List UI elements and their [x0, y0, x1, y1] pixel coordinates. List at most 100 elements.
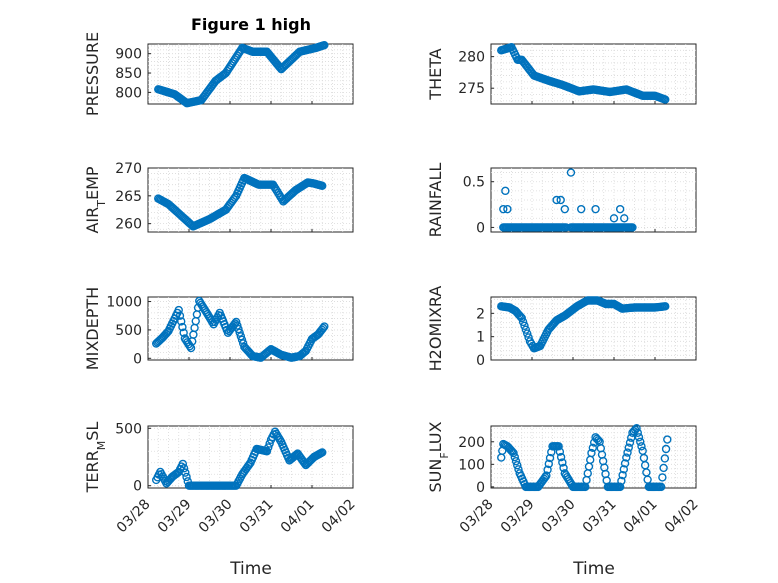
y-tick-label: 2: [476, 306, 485, 322]
data-point: [544, 459, 554, 469]
data-point: [620, 459, 630, 468]
y-tick-label: 0: [476, 480, 485, 496]
data-point: [624, 443, 633, 452]
data-point: [632, 424, 641, 433]
data-point: [620, 214, 629, 223]
data-point: [587, 448, 596, 458]
subplot-rainfall: 0 0.5 RAINFALL: [426, 163, 697, 238]
data-point: [628, 223, 637, 232]
data-point: [182, 472, 191, 482]
x-axis-label-left: Time: [229, 559, 272, 579]
data-point: [554, 442, 563, 451]
data-point: [594, 436, 603, 445]
data-point: [513, 461, 522, 470]
y-axis-label: AIRTEMP: [83, 166, 108, 233]
data-point: [233, 321, 242, 330]
data-point: [231, 317, 241, 327]
data-point: [661, 302, 670, 311]
data-point: [661, 95, 670, 104]
data-point: [552, 195, 561, 205]
data-point: [320, 40, 329, 50]
data-point: [560, 204, 569, 214]
data-point: [234, 324, 243, 334]
data-point: [318, 323, 328, 333]
data-point: [558, 458, 567, 467]
y-tick-label: 265: [115, 189, 142, 205]
y-axis-label: TERRMSL: [83, 422, 108, 494]
data-point: [609, 214, 619, 223]
data-point: [656, 482, 666, 492]
data-point: [637, 442, 646, 451]
y-tick-label: 270: [115, 161, 142, 177]
x-axis-label-right: Time: [572, 559, 615, 579]
subplot-terr-msl: 0 500 03/28 03/29 03/30 03/31 04/01 04/02 TERRMS…: [83, 421, 359, 536]
y-tick-label: 900: [115, 47, 142, 63]
data-point: [503, 204, 512, 214]
data-point: [175, 311, 185, 320]
data-point: [625, 438, 635, 447]
x-tick-label: 03/31: [580, 496, 620, 536]
data-point: [543, 465, 552, 474]
data-point: [237, 335, 247, 345]
data-point: [556, 195, 565, 205]
subplot-sun-flux: 0 100 200 03/28 03/29 03/30 03/31 04/01 04/02 SUN…: [426, 421, 702, 536]
data-point: [320, 322, 329, 331]
data-point: [663, 435, 672, 444]
data-point: [178, 322, 187, 332]
data-point: [566, 168, 576, 177]
x-tick-label: 04/02: [319, 496, 359, 536]
data-point: [518, 317, 528, 327]
data-point: [661, 444, 671, 454]
x-tick-label: 03/28: [114, 496, 154, 536]
data-point: [540, 473, 550, 482]
y-tick-label: 500: [115, 323, 142, 339]
subplot-grid: 800 850 900 PRESSURE 275 280 THETA 260 265 270 AIR…: [83, 32, 702, 536]
data-point: [264, 443, 273, 452]
data-point: [591, 204, 600, 214]
data-point: [659, 463, 668, 473]
data-point: [588, 443, 598, 452]
y-tick-label: 200: [458, 435, 485, 451]
data-point: [521, 325, 531, 334]
data-point: [634, 433, 644, 442]
data-point: [636, 437, 645, 446]
data-point: [615, 204, 625, 214]
data-point: [245, 460, 254, 469]
data-point: [236, 332, 246, 341]
y-tick-label: 850: [115, 66, 142, 82]
x-tick-label: 03/31: [237, 496, 277, 536]
data-point: [615, 482, 625, 492]
data-point: [517, 313, 526, 323]
data-point: [179, 464, 189, 473]
x-tick-label: 04/01: [621, 496, 661, 536]
y-axis-label: MIXDEPTH: [83, 287, 102, 370]
data-point: [178, 459, 188, 469]
y-tick-label: 260: [115, 217, 142, 233]
y-tick-label: 100: [458, 457, 485, 473]
data-point: [509, 448, 518, 458]
y-tick-label: 0: [133, 479, 142, 495]
x-tick-label: 04/02: [662, 496, 702, 536]
data-point: [318, 181, 327, 191]
y-axis-label: RAINFALL: [426, 163, 445, 238]
data-point: [577, 204, 586, 214]
data-point: [523, 329, 532, 338]
data-point: [501, 186, 510, 196]
data-point: [618, 470, 627, 480]
y-axis-label: SUNFLUX: [426, 421, 451, 492]
data-point: [542, 471, 551, 480]
data-point: [499, 204, 508, 214]
data-point: [181, 468, 190, 477]
subplot-air-temp: 260 265 270 AIRTEMP: [83, 161, 354, 234]
data-point: [174, 305, 183, 315]
subplot-pressure: 800 850 900 PRESSURE: [83, 32, 354, 116]
y-tick-label: 1000: [106, 295, 142, 311]
data-point: [238, 339, 248, 348]
data-point: [177, 317, 186, 326]
y-tick-label: 0.5: [463, 175, 485, 191]
x-tick-label: 03/29: [498, 496, 538, 536]
y-tick-label: 500: [115, 421, 142, 437]
x-tick-label: 04/01: [278, 496, 318, 536]
data-point: [556, 452, 566, 462]
subplot-theta: 275 280 THETA: [426, 42, 697, 105]
